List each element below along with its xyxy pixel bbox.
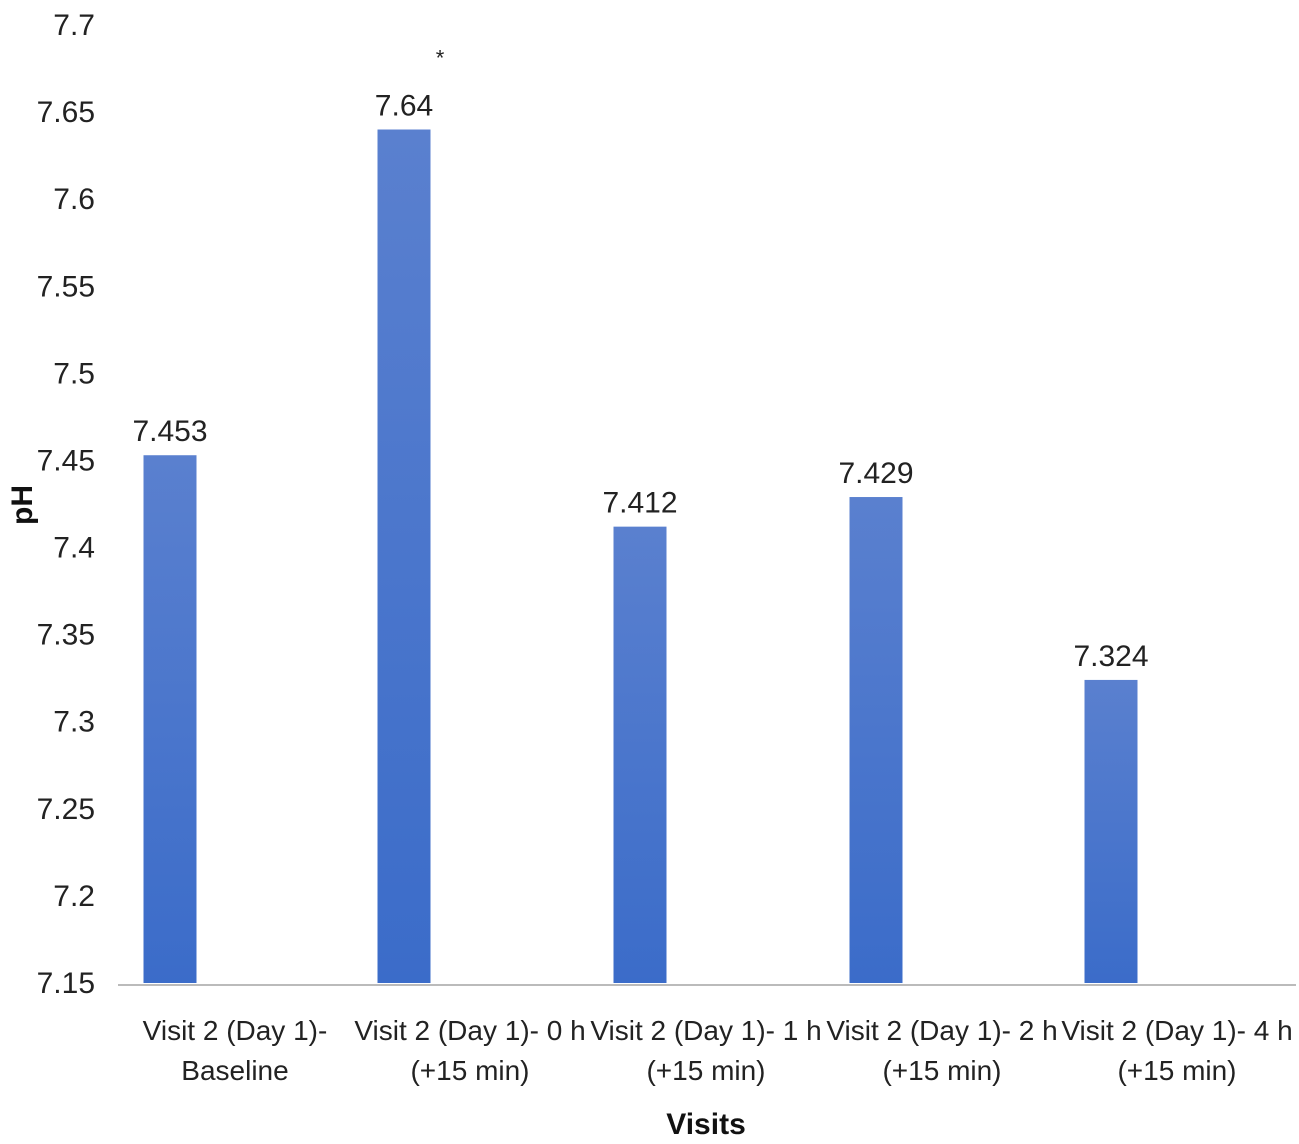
x-category-label-line: Visit 2 (Day 1)- [143, 1015, 328, 1046]
y-tick-label: 7.35 [37, 619, 95, 652]
y-tick-label: 7.65 [37, 96, 95, 129]
y-tick-label: 7.5 [53, 357, 95, 390]
x-category-label-line: (+15 min) [882, 1055, 1001, 1086]
x-category-label-line: Visit 2 (Day 1)- 2 h [826, 1015, 1057, 1046]
y-tick-label: 7.55 [37, 270, 95, 303]
y-tick-label: 7.15 [37, 967, 95, 1000]
y-tick-label: 7.25 [37, 793, 95, 826]
bar [1084, 679, 1138, 983]
data-label: 7.429 [838, 457, 913, 490]
bar [377, 129, 431, 983]
bars [143, 129, 1138, 983]
data-label: 7.324 [1073, 640, 1148, 673]
x-category-label: Visit 2 (Day 1)- 1 h (+15 min) [590, 1015, 821, 1086]
data-label: 7.453 [132, 415, 207, 448]
bar [143, 455, 197, 983]
x-category-label-line: Visit 2 (Day 1)- 0 h [354, 1015, 585, 1046]
y-tick-label: 7.4 [53, 532, 95, 565]
x-category-label: Visit 2 (Day 1)- Baseline [143, 1015, 328, 1086]
x-axis-title: Visits [666, 1108, 746, 1141]
bar [849, 497, 903, 983]
y-tick-label: 7.2 [53, 880, 95, 913]
x-category-label: Visit 2 (Day 1)- 4 h (+15 min) [1061, 1015, 1292, 1086]
data-label: 7.412 [602, 487, 677, 520]
x-category-label: Visit 2 (Day 1)- 2 h (+15 min) [826, 1015, 1057, 1086]
x-category-label-line: Baseline [181, 1055, 288, 1086]
y-axis-tick-labels: 7.15 7.2 7.25 7.3 7.35 7.4 7.45 7.5 7.55 7.6 7.65 7… [37, 9, 95, 1000]
significance-marks: * [436, 46, 445, 71]
bar [613, 526, 667, 983]
y-tick-label: 7.6 [53, 183, 95, 216]
y-tick-label: 7.45 [37, 444, 95, 477]
y-axis-title: pH [6, 485, 39, 525]
x-category-label-line: Visit 2 (Day 1)- 4 h [1061, 1015, 1292, 1046]
y-tick-label: 7.7 [53, 9, 95, 42]
data-labels: 7.453 7.64 7.412 7.429 7.324 [132, 90, 1148, 673]
data-label: 7.64 [375, 90, 433, 123]
x-category-label-line: Visit 2 (Day 1)- 1 h [590, 1015, 821, 1046]
x-category-label-line: (+15 min) [410, 1055, 529, 1086]
significance-asterisk: * [436, 46, 445, 71]
y-tick-label: 7.3 [53, 706, 95, 739]
x-category-label: Visit 2 (Day 1)- 0 h (+15 min) [354, 1015, 585, 1086]
x-category-label-line: (+15 min) [646, 1055, 765, 1086]
x-category-label-line: (+15 min) [1117, 1055, 1236, 1086]
